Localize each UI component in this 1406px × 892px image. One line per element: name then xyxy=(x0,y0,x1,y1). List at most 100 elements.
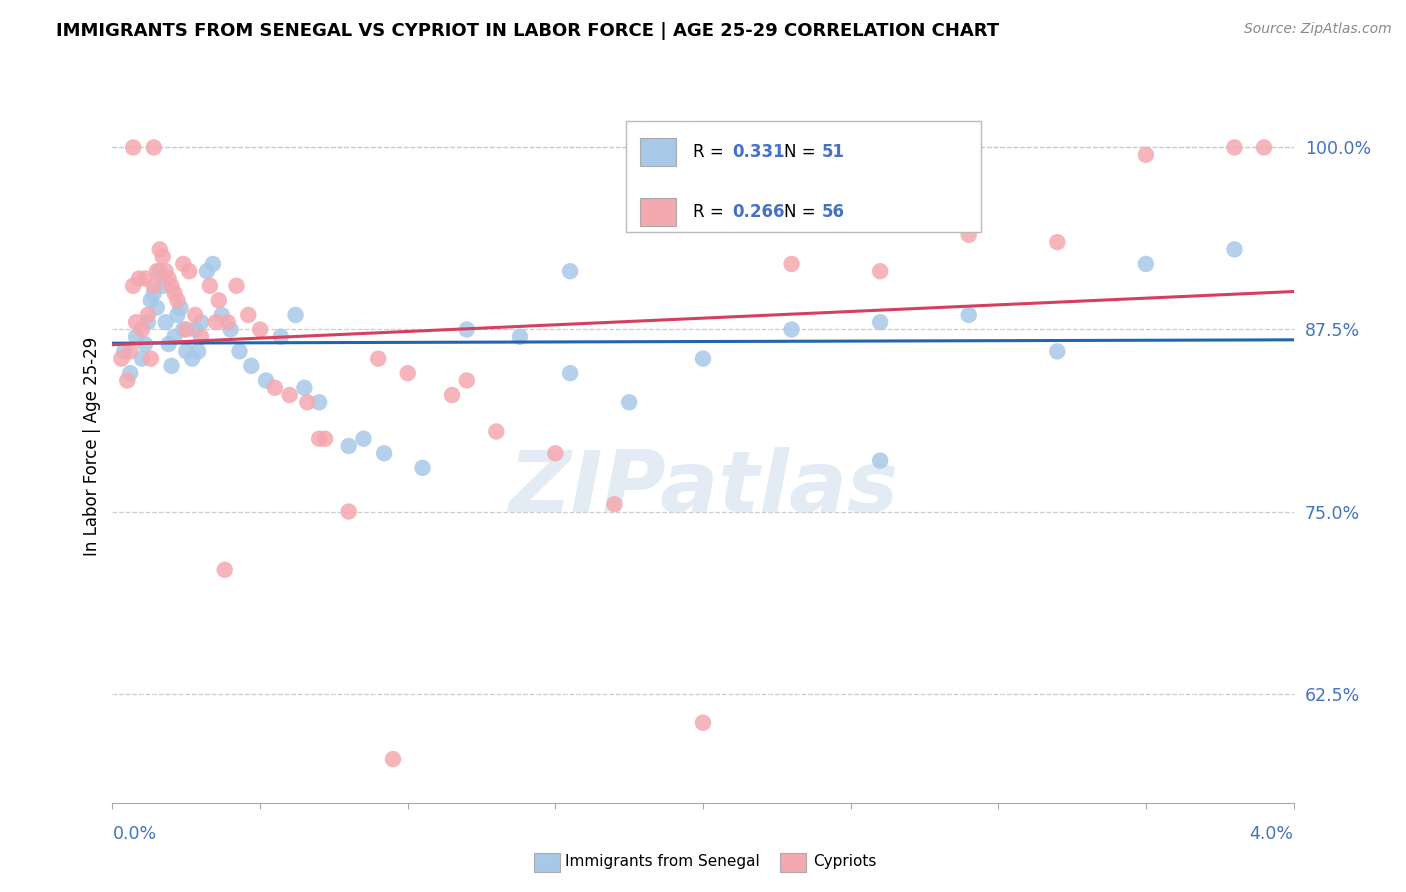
Point xyxy=(125,315,148,329)
Point xyxy=(1046,235,1069,249)
Point xyxy=(217,315,239,329)
Point xyxy=(149,243,172,257)
Point xyxy=(337,504,360,518)
Point xyxy=(352,432,374,446)
Point xyxy=(211,308,233,322)
Text: N =: N = xyxy=(785,203,821,221)
Point xyxy=(869,264,891,278)
Point xyxy=(270,330,292,344)
Text: Source: ZipAtlas.com: Source: ZipAtlas.com xyxy=(1244,22,1392,37)
Point xyxy=(238,308,260,322)
Point xyxy=(163,330,186,344)
Point xyxy=(190,330,212,344)
Point xyxy=(139,351,162,366)
Point xyxy=(128,271,150,285)
Point xyxy=(122,278,145,293)
Text: R =: R = xyxy=(693,203,728,221)
Y-axis label: In Labor Force | Age 25-29: In Labor Force | Age 25-29 xyxy=(83,336,101,556)
Point xyxy=(308,395,330,409)
Point xyxy=(112,344,135,359)
Point xyxy=(1223,243,1246,257)
Point xyxy=(172,257,194,271)
Point xyxy=(1046,344,1069,359)
Point xyxy=(134,337,156,351)
Point xyxy=(225,278,247,293)
Point xyxy=(603,497,626,511)
Point xyxy=(396,366,419,380)
Point xyxy=(219,322,242,336)
Point xyxy=(136,308,159,322)
Point xyxy=(120,344,142,359)
Point xyxy=(174,322,197,336)
Point xyxy=(957,227,980,242)
Text: ZIPatlas: ZIPatlas xyxy=(508,447,898,531)
Point xyxy=(142,278,165,293)
Point xyxy=(240,359,263,373)
Point xyxy=(157,271,180,285)
Point xyxy=(201,257,224,271)
Point xyxy=(146,301,169,315)
Point xyxy=(181,351,204,366)
Text: 51: 51 xyxy=(823,144,845,161)
Point xyxy=(957,308,980,322)
Point xyxy=(264,381,287,395)
Point xyxy=(208,293,231,308)
Point xyxy=(297,395,319,409)
Point xyxy=(292,381,315,395)
Point xyxy=(155,315,177,329)
Text: 0.331: 0.331 xyxy=(733,144,785,161)
Point xyxy=(254,374,277,388)
Point xyxy=(205,315,228,329)
Point xyxy=(412,460,434,475)
Point xyxy=(544,446,567,460)
Point xyxy=(228,344,250,359)
Point xyxy=(179,264,201,278)
Text: Cypriots: Cypriots xyxy=(813,855,876,869)
Point xyxy=(142,286,165,301)
Point xyxy=(163,286,186,301)
Point xyxy=(152,250,174,264)
Point xyxy=(214,563,236,577)
Text: R =: R = xyxy=(693,144,728,161)
Text: 4.0%: 4.0% xyxy=(1250,825,1294,843)
Point xyxy=(166,293,188,308)
Point xyxy=(136,315,159,329)
Point xyxy=(166,308,188,322)
Point xyxy=(152,278,174,293)
Point xyxy=(1135,147,1157,161)
Point xyxy=(174,344,197,359)
Point xyxy=(134,271,156,285)
Point xyxy=(131,351,153,366)
Point xyxy=(560,264,582,278)
Point xyxy=(160,359,183,373)
Point xyxy=(308,432,330,446)
Point xyxy=(142,140,165,154)
Point xyxy=(367,351,389,366)
Point xyxy=(198,278,221,293)
Point xyxy=(149,264,172,278)
Point xyxy=(155,264,177,278)
Point xyxy=(125,330,148,344)
Point xyxy=(692,351,714,366)
Point xyxy=(373,446,395,460)
Point xyxy=(172,322,194,336)
Point xyxy=(139,293,162,308)
Point xyxy=(869,453,891,467)
Text: 56: 56 xyxy=(823,203,845,221)
Text: N =: N = xyxy=(785,144,821,161)
Point xyxy=(122,140,145,154)
Point xyxy=(160,278,183,293)
Point xyxy=(169,301,191,315)
Text: Immigrants from Senegal: Immigrants from Senegal xyxy=(565,855,761,869)
Point xyxy=(184,308,207,322)
Point xyxy=(692,715,714,730)
Point xyxy=(441,388,464,402)
Point xyxy=(195,264,218,278)
Point xyxy=(780,257,803,271)
Point xyxy=(146,264,169,278)
Point xyxy=(187,344,209,359)
Point xyxy=(1135,257,1157,271)
Point xyxy=(284,308,307,322)
Point xyxy=(278,388,301,402)
Point xyxy=(110,351,132,366)
